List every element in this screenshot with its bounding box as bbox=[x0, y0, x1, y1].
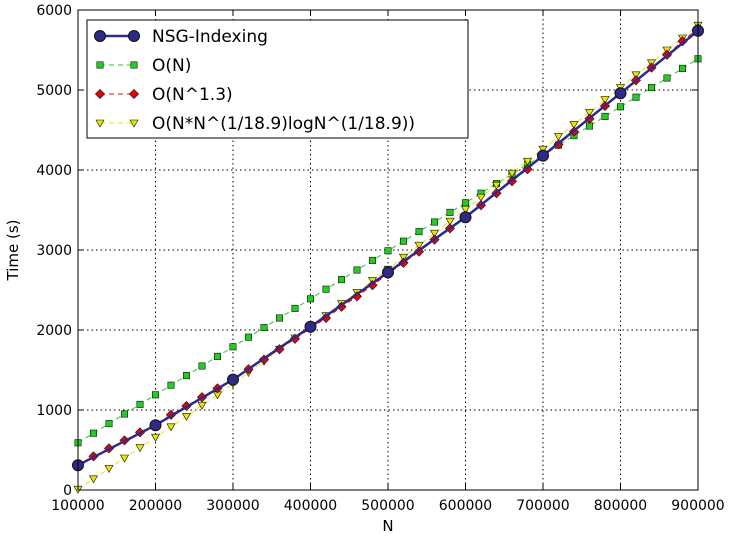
data-point bbox=[152, 391, 160, 399]
data-point bbox=[445, 217, 455, 226]
data-point bbox=[214, 352, 222, 360]
data-point bbox=[616, 103, 624, 111]
data-point bbox=[632, 93, 640, 101]
data-point bbox=[631, 71, 641, 80]
data-point bbox=[476, 193, 486, 202]
series-layer bbox=[72, 21, 704, 494]
data-point bbox=[461, 199, 469, 207]
data-point bbox=[104, 465, 114, 474]
data-point bbox=[600, 96, 610, 105]
legend-box bbox=[86, 19, 469, 139]
data-point bbox=[459, 211, 472, 224]
data-point bbox=[135, 444, 145, 453]
x-tick-label: 100000 bbox=[51, 498, 104, 514]
data-point bbox=[181, 413, 192, 422]
data-point bbox=[149, 419, 162, 432]
x-tick-label: 500000 bbox=[361, 498, 414, 514]
data-point bbox=[647, 84, 655, 92]
y-tick-label: 6000 bbox=[36, 3, 72, 19]
data-point bbox=[337, 276, 345, 284]
data-point bbox=[537, 149, 549, 162]
data-point bbox=[105, 420, 113, 428]
legend-label: O(N^1.3) bbox=[152, 85, 233, 105]
legend-item: O(N*N^(1/18.9)logN^(1/18.9)) bbox=[95, 114, 415, 134]
x-tick-label: 900000 bbox=[671, 498, 724, 514]
data-point bbox=[430, 218, 438, 226]
data-point bbox=[415, 228, 423, 236]
data-point bbox=[353, 266, 361, 274]
data-point bbox=[368, 256, 376, 264]
legend-label: O(N) bbox=[152, 56, 191, 76]
data-point bbox=[198, 362, 206, 370]
data-point bbox=[414, 241, 424, 250]
data-point bbox=[260, 324, 268, 332]
data-point bbox=[399, 237, 407, 245]
y-tick-label: 4000 bbox=[36, 163, 72, 179]
data-point bbox=[227, 373, 239, 386]
data-point bbox=[119, 454, 130, 463]
data-point bbox=[129, 119, 139, 128]
data-point bbox=[663, 74, 671, 82]
data-point bbox=[275, 314, 283, 322]
data-point bbox=[229, 343, 237, 351]
data-point bbox=[183, 372, 191, 380]
data-point bbox=[245, 333, 253, 341]
data-point bbox=[94, 88, 106, 100]
series-nsg-indexing bbox=[72, 24, 704, 472]
x-axis-title: N bbox=[382, 517, 393, 535]
data-point bbox=[90, 429, 98, 437]
y-tick-label: 3000 bbox=[36, 243, 72, 259]
x-tick-label: 800000 bbox=[594, 498, 647, 514]
data-point bbox=[121, 410, 129, 418]
data-point bbox=[96, 61, 104, 69]
data-point bbox=[166, 423, 176, 432]
data-point bbox=[88, 475, 99, 484]
data-point bbox=[128, 88, 140, 100]
data-point bbox=[429, 229, 440, 238]
data-point bbox=[522, 157, 533, 166]
x-tick-label: 600000 bbox=[439, 498, 492, 514]
y-tick-label: 1000 bbox=[36, 403, 72, 419]
data-point bbox=[95, 119, 105, 128]
y-tick-label: 2000 bbox=[36, 323, 72, 339]
data-point bbox=[167, 381, 175, 389]
data-point bbox=[304, 320, 317, 333]
legend-label: O(N*N^(1/18.9)logN^(1/18.9)) bbox=[152, 114, 415, 134]
data-point bbox=[584, 109, 595, 118]
data-point bbox=[136, 400, 144, 408]
data-point bbox=[569, 121, 579, 130]
y-tick-label: 0 bbox=[63, 483, 72, 499]
x-tick-label: 400000 bbox=[284, 498, 337, 514]
data-point bbox=[128, 30, 140, 42]
y-axis-title: Time (s) bbox=[4, 220, 22, 282]
legend-label: NSG-Indexing bbox=[152, 27, 268, 47]
data-point bbox=[491, 181, 502, 190]
data-point bbox=[384, 247, 392, 255]
legend-item: O(N^1.3) bbox=[94, 85, 233, 105]
data-point bbox=[553, 133, 564, 142]
data-point bbox=[678, 64, 686, 72]
x-tick-label: 300000 bbox=[206, 498, 259, 514]
data-point bbox=[507, 169, 517, 178]
data-point bbox=[322, 285, 330, 293]
y-tick-label: 5000 bbox=[36, 83, 72, 99]
data-point bbox=[382, 266, 394, 279]
legend-item: O(N) bbox=[96, 56, 191, 76]
x-tick-label: 700000 bbox=[516, 498, 569, 514]
data-point bbox=[601, 112, 609, 120]
data-point bbox=[150, 433, 161, 442]
data-point bbox=[614, 87, 627, 100]
data-point bbox=[398, 253, 409, 262]
data-point bbox=[130, 61, 138, 69]
data-point bbox=[291, 304, 299, 312]
legend-item: NSG-Indexing bbox=[94, 27, 268, 47]
data-point bbox=[460, 205, 471, 214]
data-point bbox=[94, 30, 106, 42]
legend: NSG-Indexing O(N) O(N^1.3) O(N*N^(1/18.9)lo… bbox=[86, 19, 469, 139]
x-tick-label: 200000 bbox=[129, 498, 182, 514]
axis-ticks: 100000 200000 300000 400000 500000 600000 7000… bbox=[36, 3, 724, 514]
data-point bbox=[306, 295, 314, 303]
data-point bbox=[446, 208, 454, 216]
